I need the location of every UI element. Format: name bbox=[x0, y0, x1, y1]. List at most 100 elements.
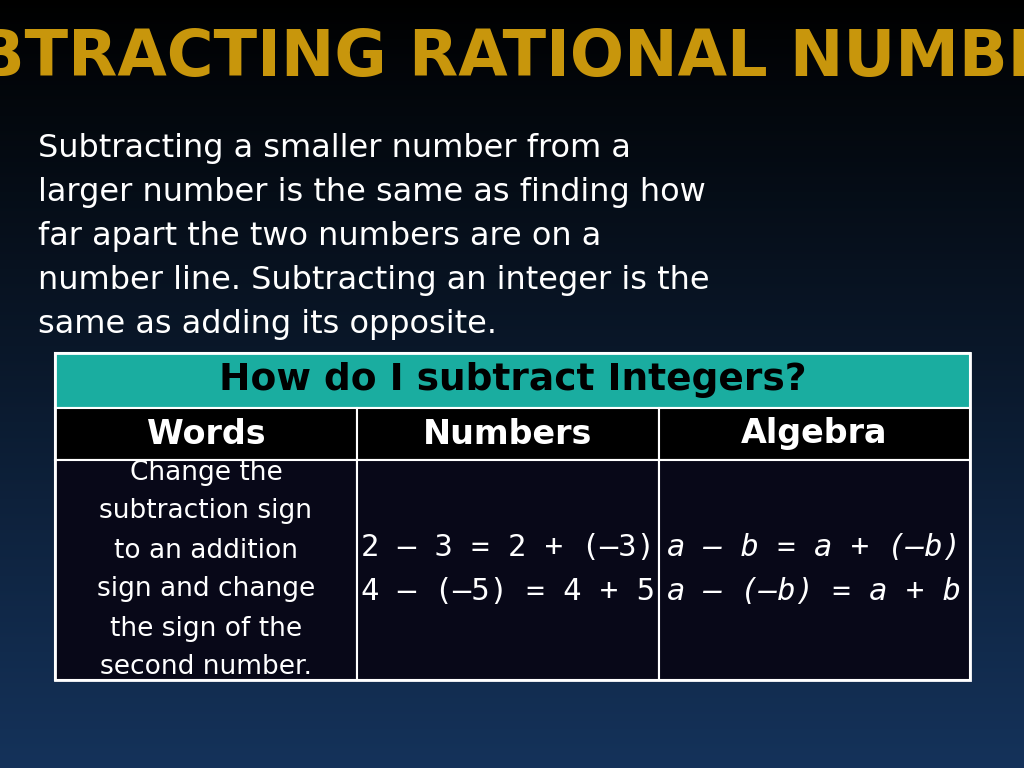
Bar bbox=[0, 635, 1024, 636]
Bar bbox=[0, 186, 1024, 187]
Bar bbox=[0, 317, 1024, 318]
Bar bbox=[0, 762, 1024, 763]
Bar bbox=[0, 631, 1024, 632]
Bar bbox=[0, 6, 1024, 7]
Bar bbox=[0, 75, 1024, 76]
Bar bbox=[0, 471, 1024, 472]
Bar bbox=[0, 95, 1024, 96]
Bar bbox=[0, 604, 1024, 605]
Bar bbox=[0, 703, 1024, 704]
Bar bbox=[0, 15, 1024, 16]
Bar bbox=[0, 593, 1024, 594]
Bar bbox=[0, 722, 1024, 723]
Bar bbox=[0, 688, 1024, 689]
Bar bbox=[0, 669, 1024, 670]
Text: Numbers: Numbers bbox=[423, 418, 593, 451]
Bar bbox=[0, 98, 1024, 99]
Bar bbox=[55, 353, 970, 408]
Bar bbox=[0, 663, 1024, 664]
Bar bbox=[0, 749, 1024, 750]
Bar bbox=[0, 455, 1024, 456]
Bar bbox=[0, 363, 1024, 364]
Bar bbox=[0, 704, 1024, 705]
Bar bbox=[0, 766, 1024, 767]
Bar bbox=[0, 290, 1024, 291]
Bar bbox=[0, 130, 1024, 131]
Bar bbox=[0, 715, 1024, 716]
Bar bbox=[0, 466, 1024, 467]
Bar bbox=[0, 662, 1024, 663]
Bar bbox=[0, 670, 1024, 671]
Bar bbox=[0, 547, 1024, 548]
Bar bbox=[0, 108, 1024, 109]
Bar bbox=[0, 550, 1024, 551]
Bar bbox=[0, 648, 1024, 649]
Bar bbox=[0, 111, 1024, 112]
Bar bbox=[0, 344, 1024, 345]
Bar bbox=[0, 636, 1024, 637]
Bar bbox=[0, 92, 1024, 93]
Bar bbox=[0, 574, 1024, 575]
Bar bbox=[0, 576, 1024, 577]
Bar bbox=[0, 298, 1024, 299]
Bar bbox=[0, 42, 1024, 43]
Bar bbox=[0, 442, 1024, 443]
Bar bbox=[0, 516, 1024, 517]
Bar bbox=[0, 310, 1024, 311]
Bar bbox=[0, 424, 1024, 425]
Bar bbox=[0, 327, 1024, 328]
Bar bbox=[0, 477, 1024, 478]
Bar bbox=[0, 65, 1024, 66]
Bar bbox=[0, 482, 1024, 483]
Bar bbox=[0, 164, 1024, 165]
Bar bbox=[0, 685, 1024, 686]
Bar bbox=[0, 684, 1024, 685]
Bar bbox=[0, 168, 1024, 169]
Bar bbox=[0, 72, 1024, 73]
Bar bbox=[0, 646, 1024, 647]
Bar bbox=[0, 378, 1024, 379]
Bar bbox=[0, 563, 1024, 564]
Bar bbox=[0, 494, 1024, 495]
Bar bbox=[0, 313, 1024, 314]
Bar bbox=[0, 7, 1024, 8]
Bar bbox=[0, 167, 1024, 168]
Bar bbox=[0, 404, 1024, 405]
Bar bbox=[0, 613, 1024, 614]
Bar bbox=[0, 326, 1024, 327]
Bar bbox=[0, 498, 1024, 499]
Bar bbox=[0, 5, 1024, 6]
Bar bbox=[0, 222, 1024, 223]
Bar bbox=[0, 183, 1024, 184]
Bar bbox=[0, 490, 1024, 491]
Bar bbox=[0, 227, 1024, 228]
Bar bbox=[0, 274, 1024, 275]
Bar bbox=[0, 116, 1024, 117]
Bar bbox=[0, 744, 1024, 745]
Bar bbox=[0, 103, 1024, 104]
Bar bbox=[0, 41, 1024, 42]
Bar bbox=[0, 525, 1024, 526]
Bar bbox=[0, 597, 1024, 598]
Bar bbox=[0, 572, 1024, 573]
Bar bbox=[0, 720, 1024, 721]
Bar bbox=[0, 537, 1024, 538]
Bar bbox=[0, 716, 1024, 717]
Bar bbox=[0, 90, 1024, 91]
Bar bbox=[0, 470, 1024, 471]
Bar bbox=[0, 136, 1024, 137]
Bar bbox=[0, 88, 1024, 89]
Bar bbox=[0, 513, 1024, 514]
Bar bbox=[658, 408, 970, 460]
Bar bbox=[0, 235, 1024, 236]
Bar bbox=[0, 244, 1024, 245]
Bar bbox=[0, 504, 1024, 505]
Bar bbox=[0, 261, 1024, 262]
Bar bbox=[0, 605, 1024, 606]
Bar bbox=[0, 447, 1024, 448]
Bar bbox=[0, 618, 1024, 619]
Bar bbox=[0, 710, 1024, 711]
Bar bbox=[0, 756, 1024, 757]
Bar bbox=[0, 192, 1024, 193]
Bar bbox=[0, 679, 1024, 680]
